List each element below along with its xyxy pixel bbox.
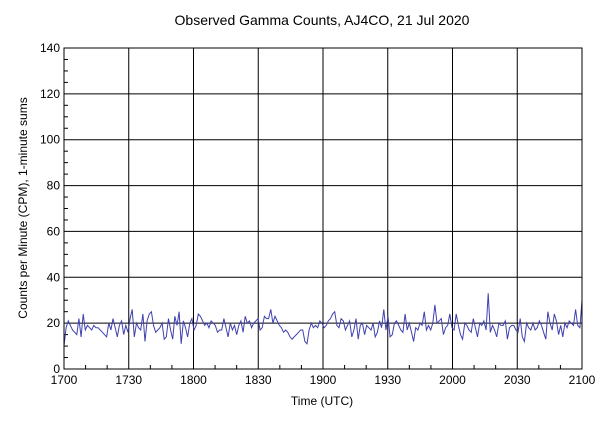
y-tick-label: 0	[53, 362, 60, 376]
chart-title: Observed Gamma Counts, AJ4CO, 21 Jul 202…	[175, 12, 470, 28]
y-tick-label: 140	[40, 41, 60, 55]
x-axis-label: Time (UTC)	[291, 394, 353, 408]
plot-frame	[63, 47, 583, 370]
x-tick-label: 1730	[115, 373, 142, 387]
x-tick-label: 1800	[180, 373, 207, 387]
axis-ticks	[64, 58, 561, 369]
y-tick-label: 20	[47, 316, 61, 330]
x-tick-label: 1830	[245, 373, 272, 387]
x-tick-label: 2030	[504, 373, 531, 387]
x-tick-label: 1900	[310, 373, 337, 387]
y-axis-label: Counts per Minute (CPM), 1-minute sums	[16, 97, 30, 318]
y-tick-label: 100	[40, 133, 60, 147]
grid	[63, 47, 583, 370]
y-tick-label: 40	[47, 270, 61, 284]
y-tick-label: 80	[47, 179, 61, 193]
series-line-cpm	[63, 293, 583, 347]
x-tick-label: 1700	[51, 373, 78, 387]
x-tick-label: 1930	[374, 373, 401, 387]
tick-labels: 0 20 40 60 80 100 120 140 1700 1730 1800 1830 1900 19…	[40, 41, 596, 387]
y-tick-label: 120	[40, 87, 60, 101]
x-tick-label: 2000	[439, 373, 466, 387]
x-tick-label: 2100	[569, 373, 596, 387]
y-tick-label: 60	[47, 224, 61, 238]
